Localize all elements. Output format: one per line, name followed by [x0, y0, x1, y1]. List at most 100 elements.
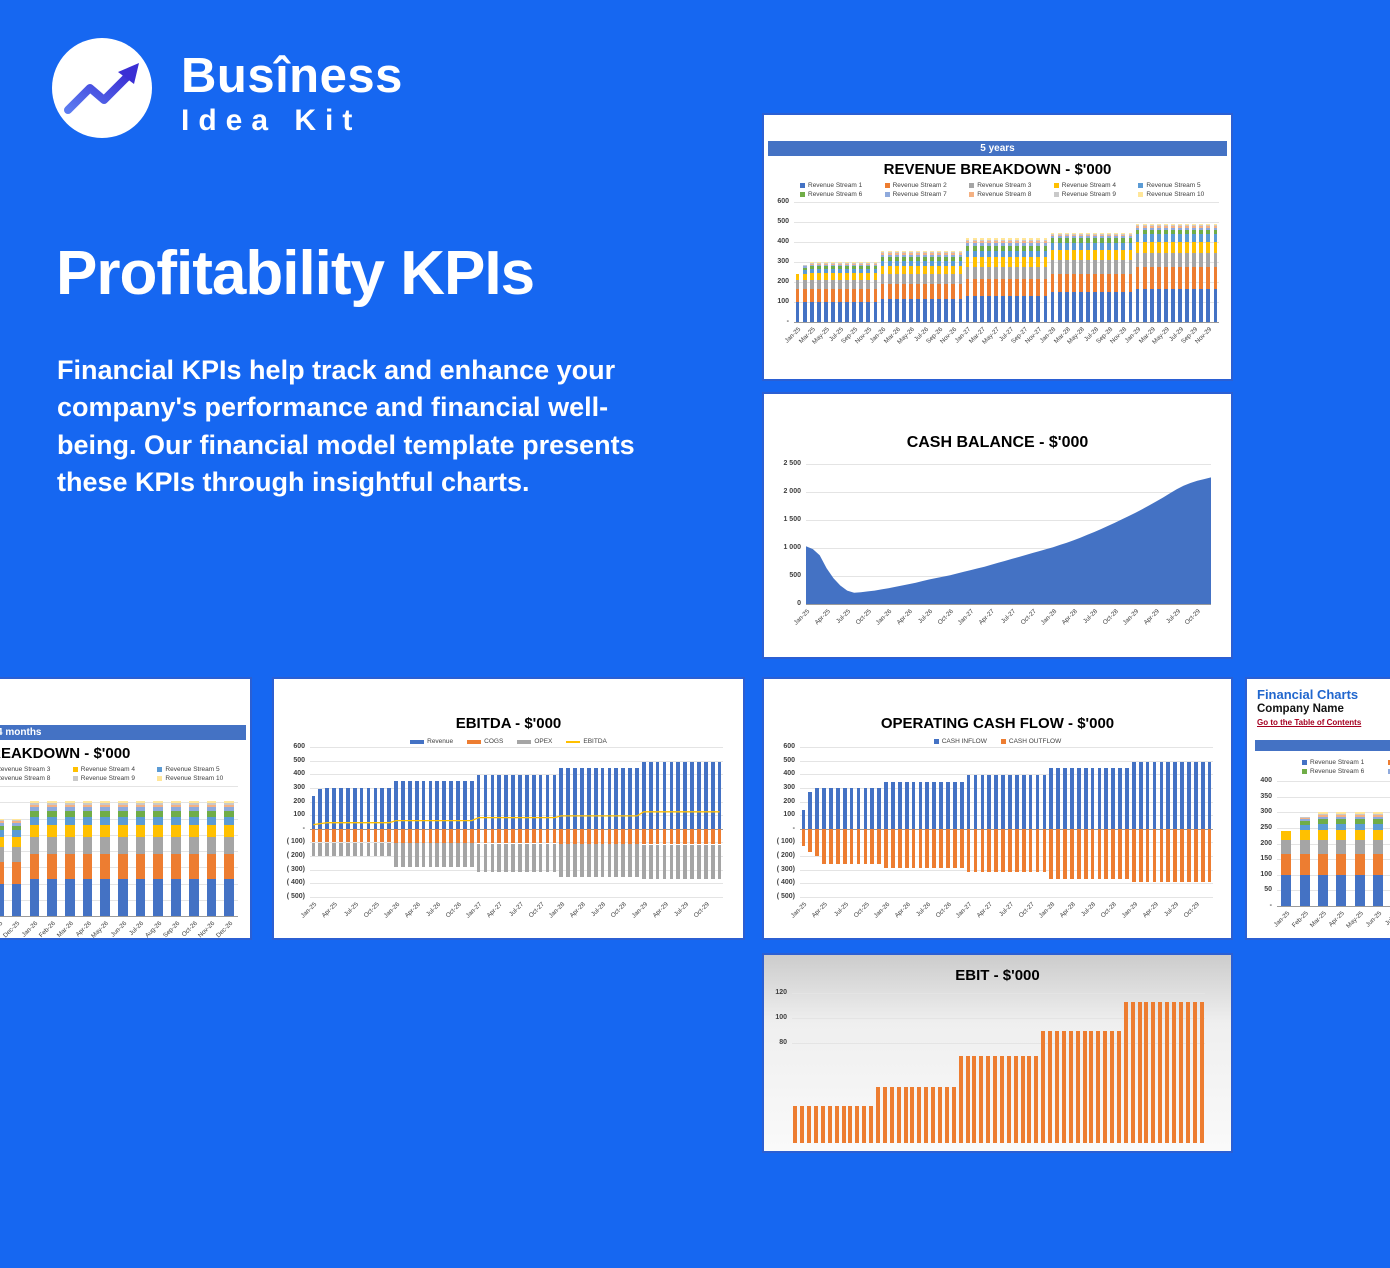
bar [1200, 1002, 1204, 1143]
bar-segment [852, 273, 856, 279]
bar-segment [83, 801, 93, 803]
legend-swatch [73, 776, 78, 781]
bar-segment [1185, 224, 1189, 225]
bar [1007, 1056, 1011, 1144]
bar-segment [1065, 234, 1069, 236]
legend-label: Revenue Stream 7 [893, 191, 947, 198]
bar-segment [1143, 228, 1147, 230]
x-axis-label: Jul-26 [917, 608, 934, 625]
bar-segment [1015, 240, 1019, 242]
bar-segment [118, 817, 128, 825]
bar-segment [1036, 296, 1040, 322]
bar-segment [796, 280, 800, 289]
bar-segment [1129, 236, 1133, 238]
bar-segment [1171, 242, 1175, 253]
legend-item: Revenue Stream 2 [885, 182, 970, 189]
bar-segment [1373, 815, 1383, 817]
bar-segment [817, 262, 821, 263]
grid-line [800, 761, 1213, 762]
bar-segment [831, 265, 835, 267]
legend-label: Revenue Stream 1 [1310, 759, 1364, 766]
bar-negative [815, 829, 819, 856]
bar [890, 1087, 894, 1143]
bar-segment [189, 817, 199, 825]
bar-segment [1129, 250, 1133, 260]
x-axis-label: Jul-25 [343, 901, 360, 918]
x-axis-label: Jul-26 [128, 920, 145, 937]
bar-segment [824, 302, 828, 322]
bar-segment [874, 302, 878, 322]
bar-segment [1336, 823, 1346, 829]
bar-positive [1187, 762, 1191, 829]
bar-segment [1114, 274, 1118, 292]
bar-segment [12, 837, 22, 847]
plot-area [792, 968, 1205, 1268]
legend-swatch [73, 767, 78, 772]
bar-segment [1086, 238, 1090, 243]
bar-segment [973, 257, 977, 267]
bar-segment [923, 257, 927, 261]
bar-segment [937, 252, 941, 253]
bar-segment [980, 296, 984, 322]
y-axis-label: ( 200) [287, 852, 305, 859]
x-axis-label: Jan-26 [875, 608, 894, 627]
bar-segment [902, 255, 906, 257]
bar-negative [1001, 829, 1005, 873]
bar-segment [817, 264, 821, 265]
bar-segment [1100, 238, 1104, 243]
bar-segment [987, 246, 991, 250]
bar-positive [1160, 762, 1164, 829]
trend-arrow-icon [52, 38, 152, 138]
bar-segment [916, 274, 920, 284]
bar-segment [852, 264, 856, 265]
bar-segment [1114, 234, 1118, 236]
bar-segment [1008, 257, 1012, 267]
bar-segment [1072, 233, 1076, 234]
bar-segment [824, 262, 828, 263]
bar-segment [1214, 228, 1218, 230]
y-axis-label: 300 [783, 784, 795, 791]
bar-segment [1281, 840, 1291, 854]
bar-segment [224, 805, 234, 808]
bar-segment [951, 257, 955, 261]
bar-segment [1029, 251, 1033, 257]
bar-segment [1318, 819, 1328, 823]
grid-line [800, 802, 1213, 803]
bar-segment [902, 261, 906, 266]
x-axis-label: Dec-25 [2, 920, 21, 939]
bar-segment [1336, 830, 1346, 840]
bar-segment [12, 819, 22, 820]
legend-label: Revenue Stream 5 [165, 766, 219, 773]
x-axis-label: Nov-26 [197, 920, 216, 939]
bar-segment [838, 266, 842, 269]
bar-positive [960, 782, 964, 829]
bar-negative [912, 829, 916, 869]
x-axis-label: Oct-26 [935, 901, 953, 919]
bar-segment [1214, 267, 1218, 289]
x-axis-label: Oct-27 [1019, 608, 1037, 626]
bar-negative [960, 829, 964, 869]
bar-segment [1044, 267, 1048, 279]
bar-segment [1022, 267, 1026, 279]
x-axis-label: Oct-26 [445, 901, 463, 919]
bar-segment [817, 263, 821, 264]
bar-segment [1107, 234, 1111, 235]
bar-segment [171, 803, 181, 805]
bar-segment [1121, 238, 1125, 243]
bar-segment [47, 807, 57, 811]
bar-segment [951, 261, 955, 266]
bar-segment [845, 273, 849, 279]
bar-segment [859, 264, 863, 265]
x-axis-label: Sep-26 [162, 920, 181, 939]
grid-line [1277, 797, 1390, 798]
bar-negative [870, 829, 874, 864]
x-axis-label: Oct-26 [937, 608, 955, 626]
y-axis-label: 200 [783, 798, 795, 805]
bar-segment [796, 274, 800, 280]
bar-negative [1104, 829, 1108, 880]
bar-segment [100, 817, 110, 825]
bar-positive [1084, 768, 1088, 829]
table-of-contents-link[interactable]: Go to the Table of Contents [1257, 718, 1390, 727]
bar-segment [824, 289, 828, 302]
